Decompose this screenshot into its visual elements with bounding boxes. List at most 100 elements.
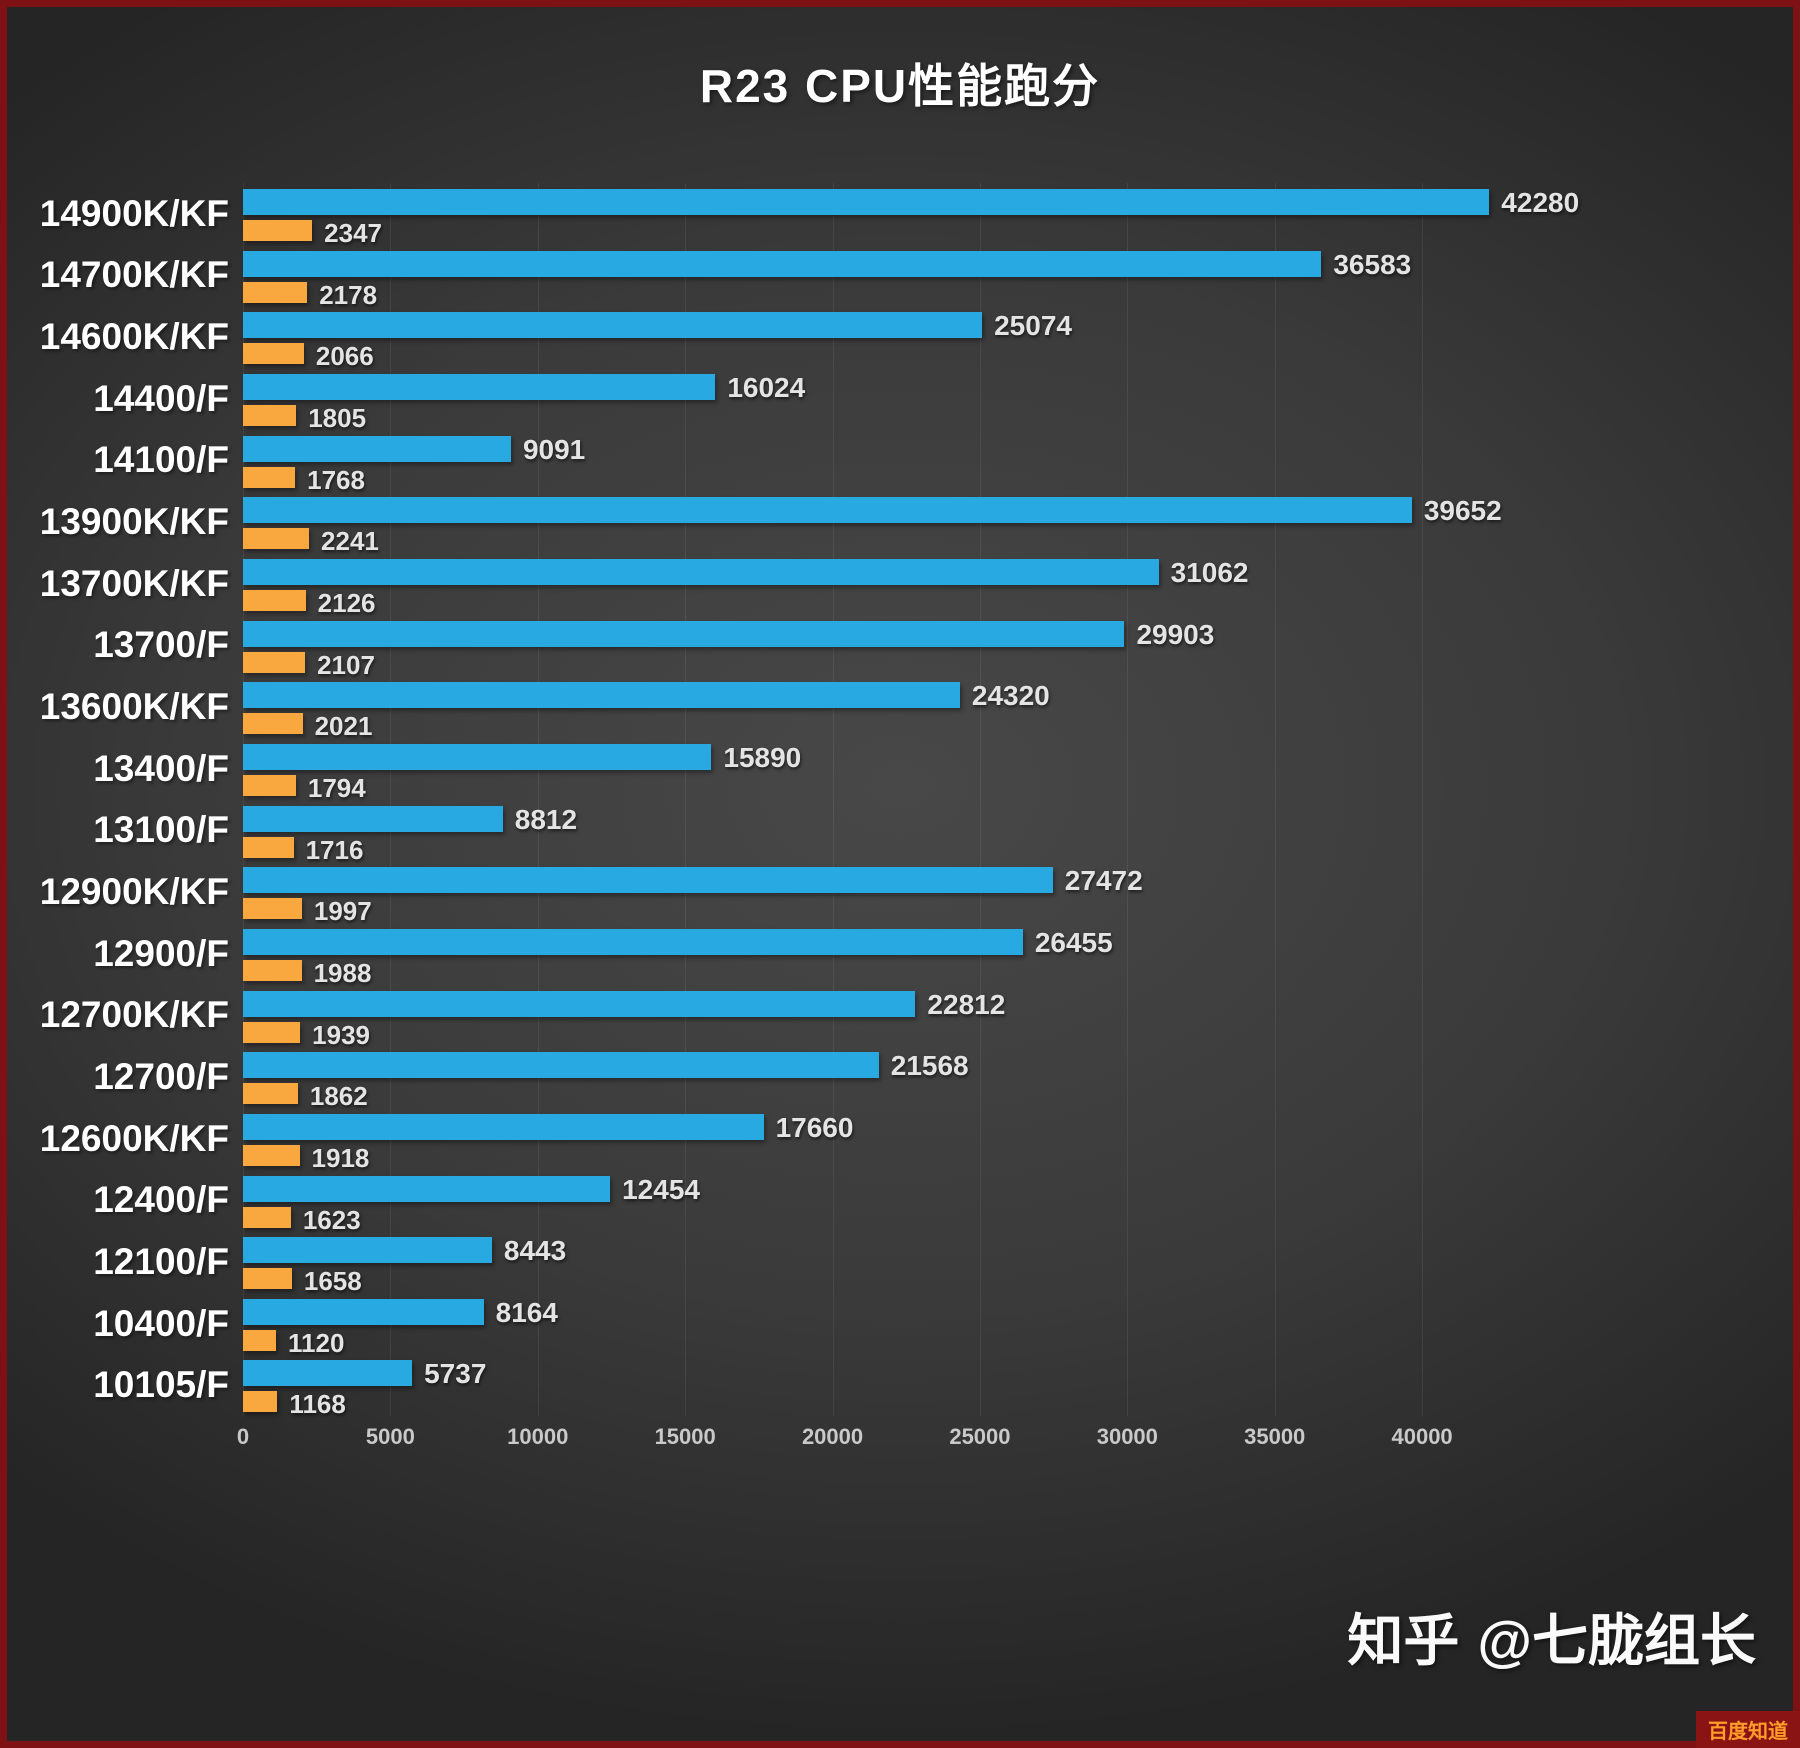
category-label: 14400/F [93,377,229,419]
x-axis-tick-label: 35000 [1244,1424,1306,1449]
chart-row: 14600K/KF 25074 2066 [0,306,1800,371]
chart-row: 12900/F 26455 1988 [0,923,1800,988]
single-core-score-value-label: 2066 [315,341,374,372]
category-label: 12700K/KF [39,994,229,1036]
multi-core-score-bar [243,620,1125,647]
multi-core-score-value-label: 15890 [723,741,802,773]
category-label: 13100/F [93,809,229,851]
corner-watermark: 百度知道 [1696,1711,1800,1748]
single-core-score-value-label: 2241 [321,526,379,557]
bar-group: 39652 2241 [243,491,1540,556]
single-core-score-bar [243,220,313,241]
multi-core-score-value-label: 42280 [1501,187,1580,218]
multi-core-score-bar [243,1360,413,1387]
single-core-score-value-label: 2107 [317,649,375,680]
single-core-score-value-label: 2021 [314,711,373,742]
multi-core-score-value-label: 8812 [514,803,578,835]
bar-group: 9091 1768 [243,430,1540,495]
single-core-score-bar [243,1083,298,1105]
multi-core-score-bar [243,1175,611,1202]
watermark-author: @七胧组长 [1477,1609,1756,1672]
single-core-score-bar [243,404,297,426]
multi-core-score-value-label: 17660 [775,1111,854,1143]
bar-group: 15890 1794 [243,738,1540,803]
chart-row: 12900K/KF 27472 1997 [0,861,1800,926]
multi-core-score-value-label: 39652 [1423,495,1502,527]
category-label: 13900K/KF [39,501,229,543]
category-label: 12900K/KF [39,871,229,913]
multi-core-score-bar [243,189,1490,215]
chart-row: 12400/F 12454 1623 [0,1170,1800,1235]
chart-row: 14100/F 9091 1768 [0,430,1800,495]
category-label: 10400/F [93,1302,229,1344]
multi-core-score-value-label: 26455 [1034,926,1113,958]
category-label: 12100/F [93,1240,229,1282]
single-core-score-value-label: 1805 [308,402,367,433]
chart-row: 12100/F 8443 1658 [0,1231,1800,1296]
bar-chart: 14900K/KF 42280 2347 14700K/KF 36583 2178 1460… [0,183,1800,1419]
multi-core-score-bar [243,867,1053,894]
chart-rows: 14900K/KF 42280 2347 14700K/KF 36583 2178 1460… [0,183,1800,1419]
x-axis-tick-label: 10000 [507,1424,569,1449]
multi-core-score-value-label: 22812 [927,988,1006,1020]
multi-core-score-bar [243,373,716,400]
bar-group: 12454 1623 [243,1170,1540,1235]
chart-row: 13600K/KF 24320 2021 [0,676,1800,741]
category-label: 13700K/KF [39,562,229,604]
bar-group: 17660 1918 [243,1108,1540,1173]
multi-core-score-bar [243,990,916,1017]
single-core-score-bar [243,1329,276,1351]
category-label: 13600K/KF [39,686,229,728]
single-core-score-bar [243,959,302,981]
bar-group: 27472 1997 [243,861,1540,926]
category-label: 12900/F [93,932,229,974]
bar-group: 21568 1862 [243,1046,1540,1111]
chart-row: 12700/F 21568 1862 [0,1046,1800,1111]
single-core-score-bar [243,466,296,488]
chart-row: 13700/F 29903 2107 [0,615,1800,680]
multi-core-score-value-label: 12454 [622,1173,700,1205]
multi-core-score-value-label: 31062 [1170,556,1249,588]
x-axis-tick-label: 15000 [654,1424,716,1449]
multi-core-score-bar [243,1113,764,1140]
single-core-score-value-label: 1939 [312,1019,370,1050]
chart-row: 10400/F 8164 1120 [0,1293,1800,1358]
bar-group: 25074 2066 [243,306,1540,371]
multi-core-score-value-label: 29903 [1136,618,1215,650]
category-label: 13700/F [93,624,229,666]
multi-core-score-bar [243,1237,492,1264]
watermark: 知乎 @七胧组长 [1347,1596,1756,1677]
multi-core-score-value-label: 9091 [522,433,586,465]
bar-group: 26455 1988 [243,923,1540,988]
single-core-score-bar [243,1021,301,1043]
category-label: 10105/F [93,1364,229,1406]
multi-core-score-bar [243,805,503,832]
category-label: 12600K/KF [39,1117,229,1159]
multi-core-score-value-label: 25074 [994,310,1072,342]
single-core-score-value-label: 1988 [313,957,372,988]
multi-core-score-value-label: 21568 [890,1050,969,1082]
bar-group: 42280 2347 [243,183,1579,248]
chart-row: 12600K/KF 17660 1918 [0,1108,1800,1173]
bar-group: 22812 1939 [243,985,1540,1050]
x-axis-tick-label: 20000 [801,1424,864,1449]
chart-row: 13700K/KF 31062 2126 [0,553,1800,618]
x-axis: 0 5000 10000 15000 20000 25000 30000 35000 40000 [237,1424,1540,1456]
single-core-score-bar [243,651,306,673]
single-core-score-bar [243,898,302,920]
single-core-score-value-label: 2178 [319,279,378,310]
single-core-score-value-label: 1997 [313,896,372,927]
multi-core-score-bar [243,435,511,462]
multi-core-score-bar [243,250,1322,277]
bar-group: 31062 2126 [243,553,1540,618]
bar-group: 8443 1658 [243,1231,1540,1296]
grid-line [1422,183,1424,1416]
single-core-score-value-label: 1768 [307,464,365,495]
single-core-score-bar [243,343,304,365]
chart-row: 13400/F 15890 1794 [0,738,1800,803]
x-axis-tick-label: 40000 [1391,1424,1453,1449]
grid-line [537,183,539,1416]
single-core-score-value-label: 1120 [288,1327,345,1358]
single-core-score-value-label: 1862 [309,1081,368,1112]
chart-row: 10105/F 5737 1168 [0,1354,1800,1419]
